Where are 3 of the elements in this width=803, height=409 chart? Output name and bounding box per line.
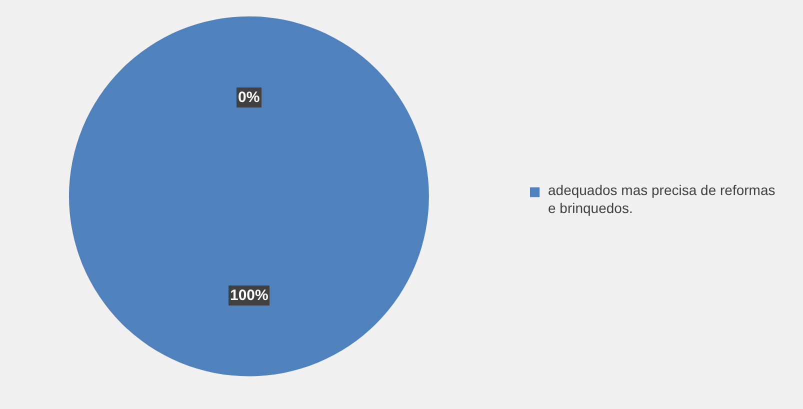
data-label: 100% [230, 287, 268, 304]
text: 0% [238, 89, 260, 106]
legend-label: adequados mas precisa de reformas e brinquedos. [548, 182, 776, 216]
